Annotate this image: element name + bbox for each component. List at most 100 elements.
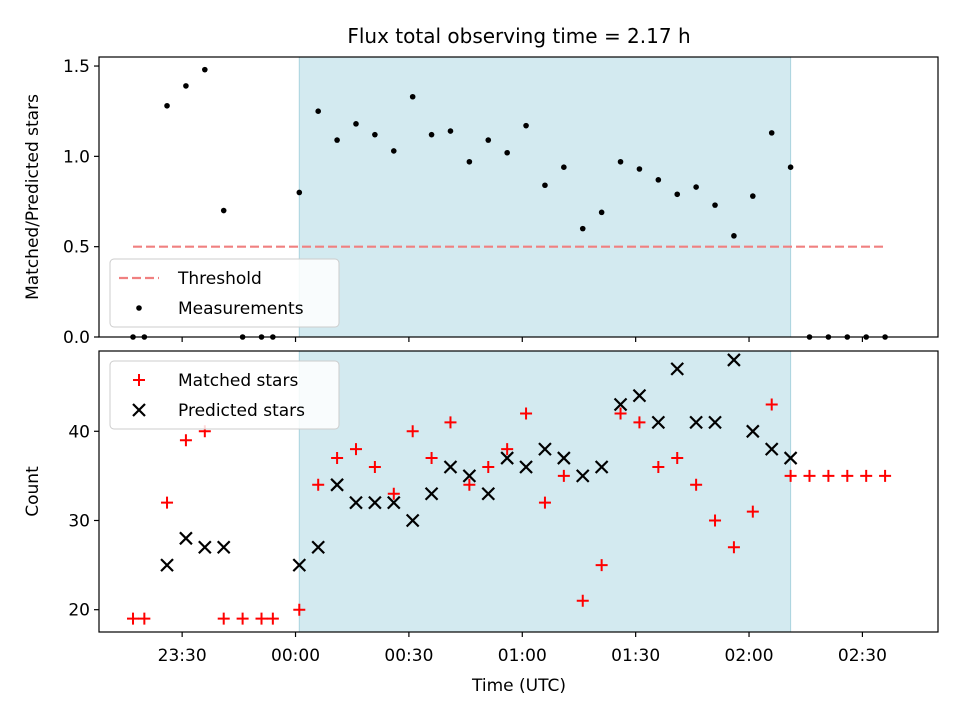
x-tick-label: 01:30 <box>611 646 660 666</box>
matched-stars-point <box>822 469 835 482</box>
measurement-point <box>202 66 208 73</box>
measurement-point <box>561 164 567 170</box>
y-tick-label: 40 <box>68 422 90 442</box>
matched-stars-point <box>576 594 589 607</box>
measurement-point <box>183 83 189 89</box>
y-tick-label: 20 <box>68 601 90 621</box>
legend-label: Measurements <box>178 299 304 319</box>
series-predicted-stars <box>160 353 798 572</box>
matched-stars-point <box>671 452 684 465</box>
axes-frame <box>98 350 939 633</box>
measurement-point <box>164 102 170 109</box>
y-axis-label: Count <box>23 466 43 517</box>
matched-stars-point <box>425 452 438 465</box>
measurement-point <box>636 166 643 172</box>
legend-box <box>109 360 340 430</box>
predicted-stars-point <box>632 388 647 403</box>
matched-stars-point <box>520 407 533 420</box>
predicted-stars-point <box>179 531 193 546</box>
predicted-stars-point <box>311 540 325 555</box>
matched-stars-point <box>463 478 476 491</box>
y-tick-label: 1.5 <box>63 57 90 77</box>
measurement-point <box>447 128 454 134</box>
series-matched-stars <box>127 398 892 625</box>
matched-stars-point <box>217 612 230 625</box>
legend-box <box>109 258 340 328</box>
chart-title: Flux total observing time = 2.17 h <box>347 24 690 48</box>
measurement-point <box>693 184 699 190</box>
matched-stars-point <box>312 478 325 491</box>
measurement-point <box>731 233 737 239</box>
measurement-point <box>712 202 718 208</box>
predicted-stars-point <box>443 460 458 474</box>
measurement-point <box>579 225 586 232</box>
predicted-stars-point <box>368 495 382 510</box>
matched-stars-point <box>746 505 759 518</box>
measurement-point <box>485 137 492 143</box>
axes-frame <box>98 56 939 338</box>
y-tick-label: 30 <box>68 511 90 531</box>
predicted-stars-point <box>330 478 344 492</box>
matched-stars-point <box>595 559 608 572</box>
matched-stars-point <box>138 612 151 625</box>
measurement-point <box>296 189 303 196</box>
x-tick-label: 23:30 <box>158 646 207 666</box>
predicted-stars-point <box>160 558 174 572</box>
matched-stars-point <box>784 469 797 482</box>
predicted-stars-point <box>462 469 477 483</box>
matched-stars-point <box>765 398 778 411</box>
measurement-point <box>617 158 624 165</box>
predicted-stars-point <box>481 486 496 501</box>
matched-stars-point <box>482 460 495 473</box>
measurement-point <box>353 121 359 127</box>
matched-stars-point <box>803 469 816 482</box>
matched-stars-point <box>879 469 892 482</box>
matched-stars-point <box>266 612 279 625</box>
predicted-stars-point <box>216 540 231 555</box>
matched-stars-point <box>368 460 381 473</box>
predicted-stars-point <box>746 424 760 439</box>
matched-stars-point <box>255 612 268 625</box>
predicted-stars-point <box>292 558 307 572</box>
matched-stars-point <box>690 478 703 491</box>
measurement-point <box>428 131 435 138</box>
predicted-stars-point <box>198 540 212 555</box>
predicted-stars-point <box>387 495 401 510</box>
matched-stars-point <box>501 443 514 456</box>
measurement-point <box>504 149 510 156</box>
measurement-point <box>787 164 794 170</box>
measurement-point <box>674 191 681 198</box>
matched-stars-point <box>387 487 400 500</box>
legend: Matched stars Predicted stars <box>109 360 340 430</box>
predicted-stars-point <box>500 451 514 465</box>
y-tick-label: 1.0 <box>63 147 90 167</box>
matched-stars-point <box>709 514 722 527</box>
predicted-stars-point <box>575 469 590 483</box>
measurement-point <box>542 182 548 189</box>
measurement-point <box>655 177 662 183</box>
x-tick-label: 00:30 <box>384 646 433 666</box>
matched-stars-point <box>614 407 627 420</box>
measurement-point <box>768 130 775 136</box>
matched-stars-point <box>444 416 457 429</box>
predicted-stars-point <box>594 460 609 474</box>
legend-predicted-swatch <box>132 403 146 417</box>
matched-stars-point <box>349 443 362 456</box>
predicted-stars-point <box>651 415 666 430</box>
legend: Threshold Measurements <box>109 258 340 328</box>
matched-stars-point <box>557 469 570 482</box>
x-tick-label: 00:00 <box>271 646 320 666</box>
predicted-stars-point <box>405 513 420 528</box>
predicted-stars-point <box>689 415 703 430</box>
ratio-panel: 0.0 0.5 1.0 1.5 Matched/Predicted stars Thres… <box>23 56 939 348</box>
measurement-point <box>390 148 397 154</box>
measurement-point <box>315 108 321 114</box>
predicted-stars-point <box>613 397 628 412</box>
predicted-stars-point <box>349 495 363 510</box>
predicted-stars-point <box>670 362 685 376</box>
matched-stars-point <box>860 469 873 482</box>
predicted-stars-point <box>424 486 439 501</box>
y-tick-label: 0.0 <box>63 328 90 348</box>
observing-window-span <box>298 350 792 633</box>
